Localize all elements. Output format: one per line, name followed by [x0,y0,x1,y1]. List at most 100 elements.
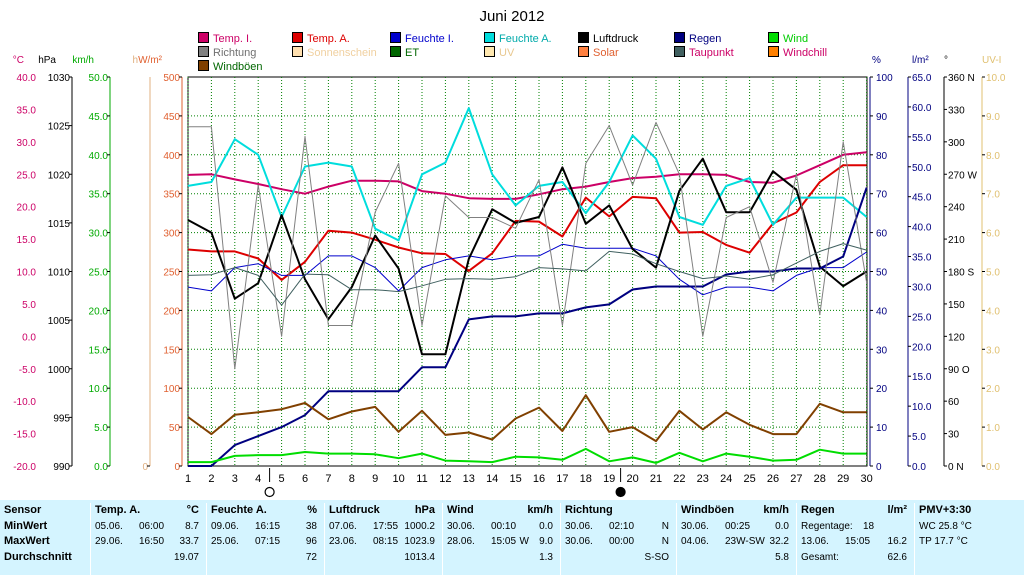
legend-item-temp-a-: Temp. A. [292,32,350,45]
legend-item-solar: Solar [578,46,619,59]
x-tick-label-4: 4 [255,473,261,485]
axis-tick-label-7-12: 0 N [948,462,964,473]
axis-tick-label-8-9: 1.0 [986,423,1000,434]
series-lines [187,107,868,467]
stats-wind: Wind km/h 30.06. 00:10 0.0 28.06. 15:05 W 9.0 … [442,503,559,575]
axis-tick-label-6-7: 30.0 [912,282,932,293]
axis-tick-label-0-5: 15.0 [17,235,37,246]
axis-tick-label-6-13: 0.0 [912,462,926,473]
axis-tick-label-1-3: 1015 [48,219,71,230]
axis-tick-label-0-1: 35.0 [17,105,37,116]
axis-tick-label-8-2: 8.0 [986,151,1000,162]
legend-item-windchill: Windchill [768,46,827,59]
legend-item-taupunkt: Taupunkt [674,46,734,59]
x-tick-label-2: 2 [208,473,214,485]
axis-tick-label-5-2: 80 [876,151,888,162]
stats-temp-a: Temp. A. °C 05.06. 06:00 8.7 29.06. 16:50 33.… [90,503,205,575]
series-line-temp-a- [187,164,867,281]
legend: Temp. I. Temp. A. Feuchte I. Feuchte A. Luft… [0,0,1024,76]
legend-swatch [390,46,401,57]
x-tick-label-19: 19 [603,473,615,485]
axis-tick-label-5-6: 40 [876,306,888,317]
axes: °C 40.0 35.0 30.0 25.0 20.0 15.0 10.0 5.0 0.0 -5.0… [13,55,1006,473]
legend-label: Richtung [213,47,257,59]
legend-item-feuchte-i-: Feuchte I. [390,32,454,45]
series-line-feuchte-a- [187,107,868,242]
x-tick-label-25: 25 [743,473,755,485]
legend-item-luftdruck: Luftdruck [578,32,638,45]
axis-tick-label-2-1: 45.0 [89,112,109,123]
axis-tick-label-8-6: 4.0 [986,306,1000,317]
axis-tick-label-0-10: -10.0 [13,397,36,408]
axis-unit-6: l/m² [912,55,929,66]
axis-tick-label-7-4: 240 [948,203,965,214]
axis-tick-label-6-10: 15.0 [912,372,932,383]
axis-tick-label-2-9: 5.0 [94,423,108,434]
axis-tick-label-4-6: 200 [163,306,180,317]
axis-tick-label-0-11: -15.0 [13,430,36,441]
x-tick-label-1: 1 [185,473,191,485]
x-tick-label-24: 24 [720,473,732,485]
axis-tick-label-2-4: 30.0 [89,229,109,240]
series-line-luftdruck [187,157,868,356]
axis-tick-label-2-8: 10.0 [89,384,109,395]
x-tick-label-6: 6 [302,473,308,485]
axis-tick-label-7-6: 180 S [948,268,974,279]
axis-tick-label-5-7: 30 [876,345,888,356]
axis-tick-label-7-8: 120 [948,332,965,343]
legend-swatch [578,32,589,43]
axis-tick-label-2-7: 15.0 [89,345,109,356]
axis-tick-label-6-5: 40.0 [912,223,932,234]
axis-unit-7: ° [944,55,948,66]
axis-tick-label-0-7: 5.0 [22,300,36,311]
stats-sensor: Sensor MinWert MaxWert Durchschnitt [4,504,72,563]
axis-tick-label-6-1: 60.0 [912,103,932,114]
legend-swatch [390,32,401,43]
axis-tick-label-7-1: 330 [948,105,965,116]
legend-label: Feuchte I. [405,33,454,45]
axis-tick-label-4-5: 250 [163,268,180,279]
axis-tick-label-4-0: 500 [163,73,180,84]
legend-item-sonnenschein: Sonnenschein [292,46,377,59]
legend-item-feuchte-a-: Feuchte A. [484,32,552,45]
legend-label: Sonnenschein [307,47,377,59]
axis-tick-label-7-10: 60 [948,397,960,408]
axis-tick-label-7-3: 270 W [948,170,977,181]
axis-tick-label-3-0: 0 [142,462,148,473]
legend-label: Windböen [213,61,263,73]
axis-tick-label-1-0: 1030 [48,73,71,84]
axis-tick-label-8-4: 6.0 [986,229,1000,240]
stats-richtung: Richtung 30.06. 02:10 N 30.06. 00:00 N S-SO [560,503,675,575]
axis-tick-label-5-3: 70 [876,190,888,201]
chart-title: Juni 2012 [479,8,544,25]
axis-tick-label-5-0: 100 [876,73,893,84]
axis-tick-label-1-1: 1025 [48,122,71,133]
axis-tick-label-1-6: 1000 [48,365,71,376]
x-tick-label-22: 22 [673,473,685,485]
axis-tick-label-6-8: 25.0 [912,312,932,323]
x-tick-label-8: 8 [349,473,355,485]
legend-swatch [484,32,495,43]
axis-tick-label-4-10: 0 [174,462,180,473]
legend-swatch [484,46,495,57]
stats-luftdruck: Luftdruck hPa 07.06. 17:55 1000.2 23.06. 08:… [324,503,441,575]
legend-item-uv: UV [484,46,514,59]
legend-label: UV [499,47,515,59]
legend-swatch [198,46,209,57]
moon-new-icon [615,486,626,498]
stats-table: Sensor MinWert MaxWert Durchschnitt Temp… [0,500,1024,575]
moon-full-icon [264,486,275,498]
axis-unit-1: hPa [38,55,56,66]
x-tick-label-16: 16 [533,473,545,485]
legend-label: Feuchte A. [499,33,552,45]
axis-tick-label-6-6: 35.0 [912,253,932,264]
axis-tick-label-6-12: 5.0 [912,432,926,443]
legend-item-regen: Regen [674,32,721,45]
legend-label: Temp. I. [213,33,253,45]
x-tick-label-11: 11 [416,473,427,485]
legend-swatch [198,32,209,43]
legend-item-wind: Wind [768,32,808,45]
legend-swatch [674,32,685,43]
x-tick-label-28: 28 [814,473,826,485]
x-tick-label-3: 3 [232,473,238,485]
